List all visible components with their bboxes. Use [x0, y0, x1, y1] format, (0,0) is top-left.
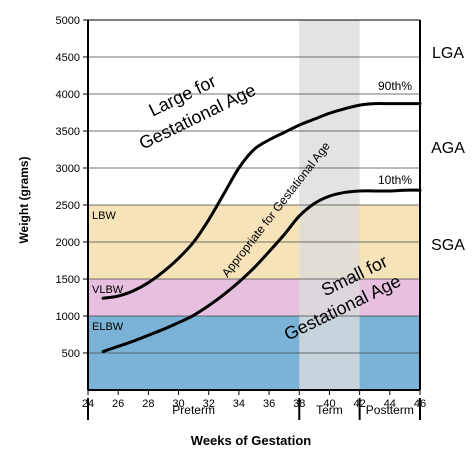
x-tick-label: 34: [233, 398, 245, 410]
band-label-elbw: ELBW: [92, 321, 124, 333]
y-tick-label: 500: [62, 348, 80, 360]
sga-side-label: SGA: [431, 237, 465, 254]
y-tick-label: 2500: [56, 200, 80, 212]
period-label-preterm: Preterm: [172, 403, 215, 417]
y-tick-label: 4500: [56, 52, 80, 64]
x-tick-label: 36: [263, 398, 275, 410]
x-tick-label: 44: [384, 398, 396, 410]
gestation-periods: Preterm Term Postterm: [87, 398, 421, 420]
period-label-term: Term: [316, 403, 343, 417]
curve-10th: [101, 188, 422, 354]
y-tick-label: 1500: [56, 274, 80, 286]
x-tick-label: 32: [203, 398, 215, 410]
p90-label: 90th%: [378, 79, 412, 93]
p10-label: 10th%: [378, 173, 412, 187]
curve-90th: [101, 102, 422, 300]
y-tick-label: 1000: [56, 311, 80, 323]
x-axis-title: Weeks of Gestation: [191, 433, 311, 448]
y-tick-label: 2000: [56, 237, 80, 249]
x-tick-label: 40: [323, 398, 335, 410]
y-tick-label: 3500: [56, 126, 80, 138]
x-tick-label: 30: [172, 398, 184, 410]
tick-labels: 500 1000 1500 2000 2500 3000 3500 4000 4500 5000 2…: [56, 15, 427, 410]
band-label-lbw: LBW: [92, 210, 116, 222]
period-label-postterm: Postterm: [366, 403, 414, 417]
y-tick-label: 5000: [56, 15, 80, 27]
lga-side-label: LGA: [432, 45, 464, 62]
y-tick-label: 3000: [56, 163, 80, 175]
aga-side-label: AGA: [431, 140, 465, 157]
percentile-curves: [101, 102, 422, 354]
x-tick-label: 26: [112, 398, 124, 410]
y-axis-title: Weight (grams): [17, 156, 31, 243]
y-tick-label: 4000: [56, 89, 80, 101]
band-label-vlbw: VLBW: [92, 284, 124, 296]
x-tick-label: 28: [142, 398, 154, 410]
